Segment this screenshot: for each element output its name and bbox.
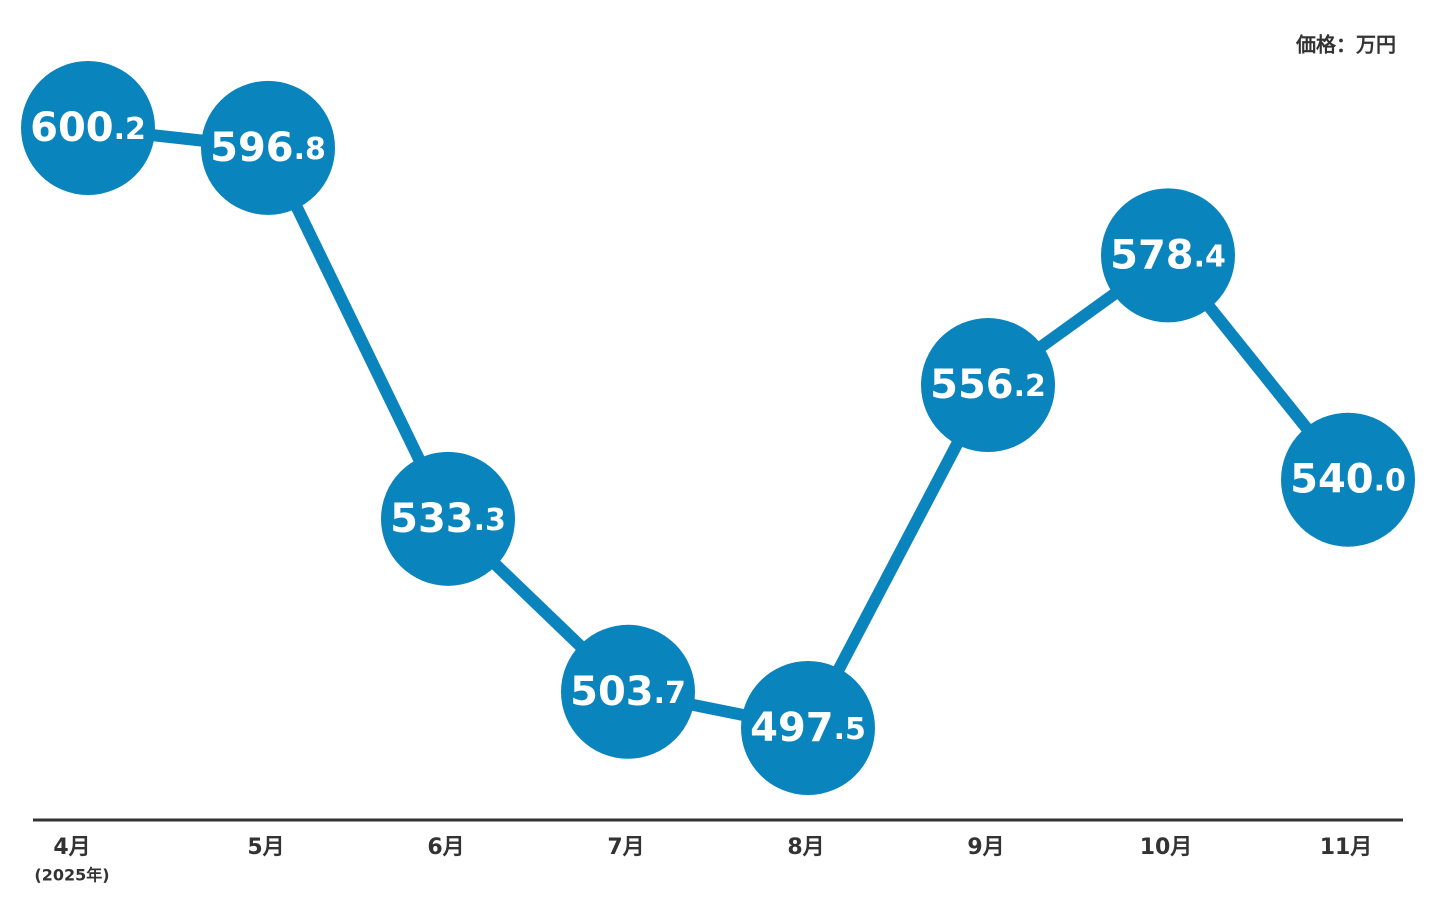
- x-tick-label: 4月: [53, 835, 90, 860]
- point: [1101, 188, 1235, 323]
- x-tick-label: 5月: [247, 835, 284, 860]
- value-label: 503.7: [570, 669, 686, 715]
- x-tick-label: 11月: [1320, 835, 1373, 860]
- x-tick-label: 6月: [427, 835, 464, 860]
- point: [381, 451, 515, 586]
- x-tick-label: 7月: [607, 835, 644, 860]
- point: [201, 80, 335, 215]
- point: [21, 61, 155, 195]
- x-tick-label: 8月: [787, 835, 824, 860]
- x-tick-label: 10月: [1140, 835, 1193, 860]
- point: [741, 661, 875, 795]
- value-label: 497.5: [750, 705, 866, 751]
- unit-label: 価格：万円: [1295, 33, 1396, 57]
- value-label: 540.0: [1290, 457, 1406, 503]
- x-tick-label: 9月: [967, 835, 1004, 860]
- value-label: 578.4: [1110, 232, 1226, 278]
- point: [1281, 412, 1415, 547]
- value-label: 600.2: [30, 105, 146, 151]
- year-note: (2025年): [34, 866, 109, 885]
- point: [561, 624, 695, 759]
- point: [921, 318, 1055, 453]
- value-label: 556.2: [930, 362, 1046, 408]
- value-label: 533.3: [390, 496, 506, 542]
- value-label: 596.8: [210, 125, 326, 171]
